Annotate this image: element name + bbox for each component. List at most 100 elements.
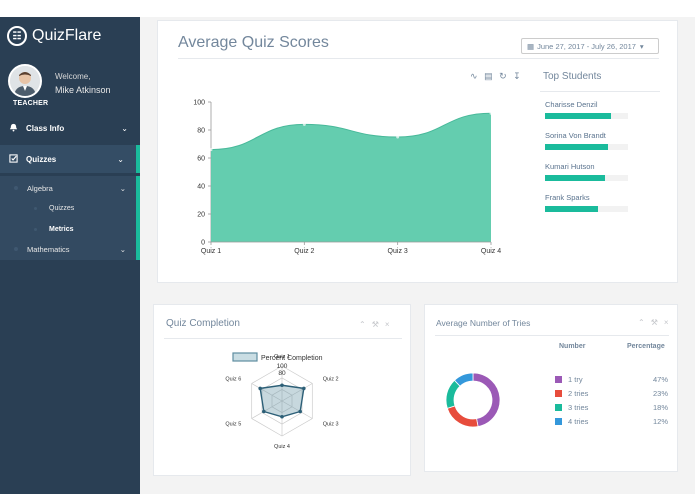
date-range-picker[interactable]: ▦ June 27, 2017 - July 26, 2017 ▾: [521, 38, 659, 54]
close-icon[interactable]: ×: [384, 320, 396, 329]
line-chart-icon[interactable]: ∿: [470, 71, 478, 81]
student-name: Kumari Hutson: [545, 162, 595, 171]
student-item[interactable]: Frank Sparks: [545, 193, 635, 212]
color-square-icon: [555, 404, 562, 411]
sidebar-item-class-info[interactable]: Class Info ⌄: [0, 116, 140, 140]
tries-row: 3 tries: [555, 403, 588, 412]
wrench-icon[interactable]: ⚒: [371, 320, 385, 329]
divider: [164, 338, 402, 339]
tries-label: 1 try: [568, 375, 583, 384]
radar-axis: [251, 400, 283, 419]
tries-row: 2 tries: [555, 389, 588, 398]
radar-axis-label: Quiz 3: [323, 422, 339, 428]
progress-fill: [545, 175, 605, 181]
y-tick-label: 20: [197, 212, 205, 219]
area-series: [211, 113, 491, 242]
sidebar-item-algebra[interactable]: Algebra ⌄: [0, 178, 136, 198]
donut-slice: [445, 379, 461, 409]
radar-axis-label: Quiz 4: [274, 444, 290, 450]
bell-icon: [9, 123, 23, 134]
sidebar-item-mathematics[interactable]: Mathematics ⌄: [0, 239, 136, 259]
x-tick-label: Quiz 4: [481, 248, 501, 255]
progress-fill: [545, 144, 609, 150]
average-tries-card: Average Number of Tries ⌃⚒× Number Perce…: [424, 304, 678, 472]
download-icon[interactable]: ↧: [513, 71, 521, 81]
brand-name: QuizFlare: [32, 27, 102, 44]
radar-axis: [281, 383, 313, 402]
y-tick-label: 60: [197, 156, 205, 163]
progress-track: [545, 175, 628, 181]
radar-point: [258, 386, 262, 391]
tries-row: 1 try: [555, 375, 583, 384]
card-title: Quiz Completion: [166, 318, 240, 329]
data-point: [209, 148, 213, 152]
legend-label: Percent Completion: [261, 355, 323, 362]
y-tick-label: 80: [197, 128, 205, 135]
color-square-icon: [555, 390, 562, 397]
y-tick-label: 40: [197, 184, 205, 191]
profile: Welcome, Mike Atkinson TEACHER: [7, 63, 137, 113]
student-item[interactable]: Kumari Hutson: [545, 162, 635, 181]
user-name: Mike Atkinson: [55, 85, 111, 95]
brand[interactable]: ☷ QuizFlare: [7, 24, 101, 48]
column-header-number: Number: [559, 343, 586, 350]
donut-slice: [446, 405, 479, 428]
chevron-down-icon: ⌄: [119, 183, 126, 193]
area-series-line: [210, 112, 492, 151]
student-item[interactable]: Charisse Denzil: [545, 100, 635, 119]
average-quiz-scores-card: Average Quiz Scores ▦ June 27, 2017 - Ju…: [157, 20, 678, 283]
top-bar: [0, 0, 695, 17]
sidebar-item-label: Class Info: [26, 123, 65, 133]
tries-label: 4 tries: [568, 417, 589, 426]
sidebar-item-metrics[interactable]: Metrics: [0, 219, 136, 239]
wrench-icon[interactable]: ⚒: [650, 318, 664, 327]
chart-toolbox: ∿ ▤ ↻ ↧: [470, 71, 521, 82]
sidebar-item-label: Metrics: [49, 225, 74, 233]
card-title: Average Quiz Scores: [178, 34, 329, 51]
chevron-up-icon[interactable]: ⌃: [638, 318, 651, 327]
radar-axis-label: Quiz 6: [225, 377, 241, 383]
divider: [540, 91, 660, 92]
welcome-text: Welcome,: [55, 72, 91, 81]
refresh-icon[interactable]: ↻: [499, 71, 507, 81]
tries-percentage: 18%: [652, 403, 668, 412]
radar-axis: [251, 383, 283, 402]
chevron-up-icon[interactable]: ⌃: [359, 320, 372, 329]
radar-point: [262, 409, 266, 414]
y-tick-label: 0: [201, 240, 205, 247]
date-range-text: June 27, 2017 - July 26, 2017: [537, 41, 636, 51]
sidebar-item-quizzes[interactable]: Quizzes ⌄: [0, 145, 140, 173]
tries-percentage: 23%: [652, 389, 668, 398]
bullet-icon: [34, 206, 37, 210]
chevron-down-icon: ⌄: [121, 123, 128, 133]
radar-axis-label: Quiz 1: [274, 354, 290, 360]
data-point: [396, 135, 400, 139]
donut-chart: [445, 372, 501, 428]
x-tick-label: Quiz 3: [388, 248, 408, 255]
bar-chart-icon[interactable]: ▤: [484, 71, 493, 81]
caret-down-icon: ▾: [639, 41, 644, 51]
legend-swatch: [232, 352, 258, 362]
card-tools: ⌃⚒×: [359, 320, 396, 329]
x-tick-label: Quiz 1: [201, 248, 221, 255]
user-role: TEACHER: [13, 100, 49, 107]
area-chart: 0 20 40 60 80 100 Quiz 1 Quiz 2 Quiz 3 Quiz 4: [193, 100, 501, 256]
progress-track: [545, 144, 628, 150]
progress-track: [545, 206, 628, 212]
radar-point: [280, 383, 284, 388]
sidebar-item-label: Algebra: [27, 183, 53, 193]
y-tick-label: 100: [193, 100, 205, 107]
top-students-title: Top Students: [543, 71, 602, 82]
radar-point: [302, 386, 306, 391]
student-item[interactable]: Sorina Von Brandt: [545, 131, 635, 150]
sidebar-item-label: Quizzes: [26, 154, 57, 164]
sidebar-item-algebra-quizzes[interactable]: Quizzes: [0, 198, 136, 218]
student-name: Frank Sparks: [545, 193, 590, 202]
radar-axis-label: Quiz 2: [323, 377, 339, 383]
close-icon[interactable]: ×: [663, 318, 675, 327]
data-point: [489, 111, 493, 115]
tries-percentage: 47%: [652, 375, 668, 384]
divider: [178, 58, 659, 59]
avatar[interactable]: [8, 64, 42, 98]
